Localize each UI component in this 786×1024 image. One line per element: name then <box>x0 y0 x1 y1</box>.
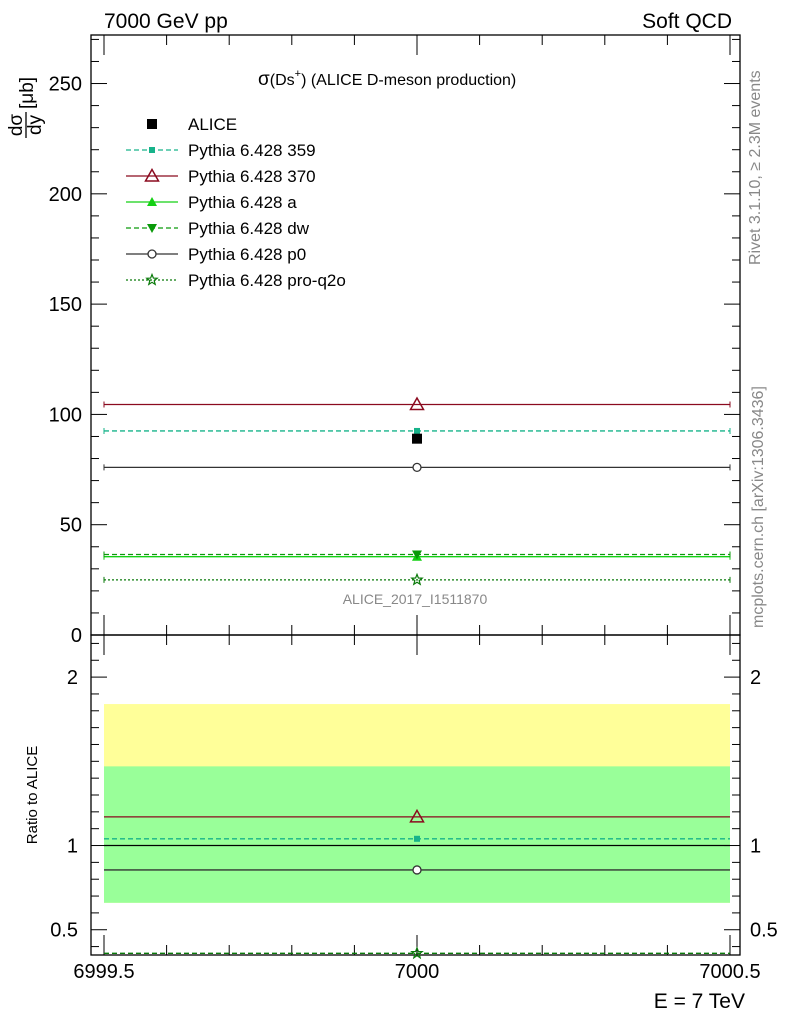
ratio-point-pythia-6-428-370 <box>409 808 425 823</box>
main-ylabel: dσ dy [μb] <box>6 77 46 138</box>
y-tick-label: 200 <box>49 184 82 206</box>
ratio-point-pythia-6-428-pro-q2o <box>410 946 424 960</box>
legend-marker-pythia-6-428-pro-q2o <box>145 272 159 286</box>
legend-label-pythia-6-428-359: Pythia 6.428 359 <box>188 141 316 160</box>
ratio-point-pythia-6-428-359 <box>414 835 420 842</box>
rivet-label: Rivet 3.1.10, ≥ 2.3M events <box>747 70 764 265</box>
point-pythia-6-428-pro-q2o <box>410 572 424 586</box>
point-pythia-6-428-p0 <box>412 462 422 473</box>
title-rest: ) (ALICE D-meson production) <box>301 72 516 89</box>
legend-label-pythia-6-428-dw: Pythia 6.428 dw <box>188 219 310 238</box>
legend-marker-pythia-6-428-359 <box>149 147 155 153</box>
y-tick-label: 0 <box>71 625 82 647</box>
legend-marker-pythia-6-428-p0 <box>147 249 157 259</box>
y-tick-label: 150 <box>49 294 82 316</box>
point-pythia-6-428-370 <box>409 396 425 411</box>
ratio-y-tick-label: 0.5 <box>50 920 78 942</box>
ratio-y-tick-label: 1 <box>67 836 78 858</box>
legend-marker-alice <box>147 119 157 129</box>
point-alice <box>412 433 422 444</box>
x-tick-label: 6999.5 <box>73 961 134 983</box>
x-tick-label: 7000 <box>395 961 440 983</box>
ylabel-den: dy <box>25 114 46 135</box>
legend-label-pythia-6-428-pro-q2o: Pythia 6.428 pro-q2o <box>188 271 346 290</box>
legend-label-pythia-6-428-p0: Pythia 6.428 p0 <box>188 245 306 264</box>
header-left: 7000 GeV pp <box>104 10 228 33</box>
point-pythia-6-428-359 <box>414 427 420 434</box>
title-sup: + <box>295 68 301 80</box>
legend-marker-pythia-6-428-dw <box>147 224 157 233</box>
ratio-panel: 0.5 0.5 1 1 2 2 6999.5 7000 7000.5 <box>50 634 778 983</box>
ratio-y-tick-label: 2 <box>67 667 78 689</box>
legend-label-pythia-6-428-370: Pythia 6.428 370 <box>188 167 316 186</box>
x-axis-label: E = 7 TeV <box>654 990 745 1013</box>
mcplots-label: mcplots.cern.ch [arXiv:1306.3436] <box>750 386 767 628</box>
y-tick-label: 250 <box>49 74 82 96</box>
legend: ALICE Pythia 6.428 359 Pythia 6.428 370 Pyt… <box>126 115 346 290</box>
title-sigma: σ <box>258 69 270 90</box>
analysis-id: ALICE_2017_I1511870 <box>343 591 488 607</box>
main-title: σ(Ds+) (ALICE D-meson production) <box>258 68 516 90</box>
band-inner <box>104 766 730 903</box>
legend-marker-pythia-6-428-370 <box>144 167 160 182</box>
legend-label-alice: ALICE <box>188 115 237 134</box>
y-tick-label: 100 <box>49 404 82 426</box>
title-paren: (Ds <box>270 72 295 89</box>
ylabel-unit: [μb] <box>17 77 38 109</box>
legend-label-pythia-6-428-a: Pythia 6.428 a <box>188 193 297 212</box>
ylabel-num: dσ <box>6 114 27 137</box>
ratio-y-tick-label-right: 2 <box>750 667 761 689</box>
legend-marker-pythia-6-428-a <box>147 197 157 206</box>
ratio-y-tick-label-right: 1 <box>750 836 761 858</box>
ratio-y-tick-label-right: 0.5 <box>750 920 778 942</box>
x-tick-label: 7000.5 <box>699 961 760 983</box>
ratio-ylabel: Ratio to ALICE <box>24 746 41 844</box>
point-pythia-6-428-dw <box>412 550 422 560</box>
ratio-point-pythia-6-428-p0 <box>412 865 422 875</box>
y-tick-label: 50 <box>60 515 82 537</box>
header-right: Soft QCD <box>642 10 732 33</box>
